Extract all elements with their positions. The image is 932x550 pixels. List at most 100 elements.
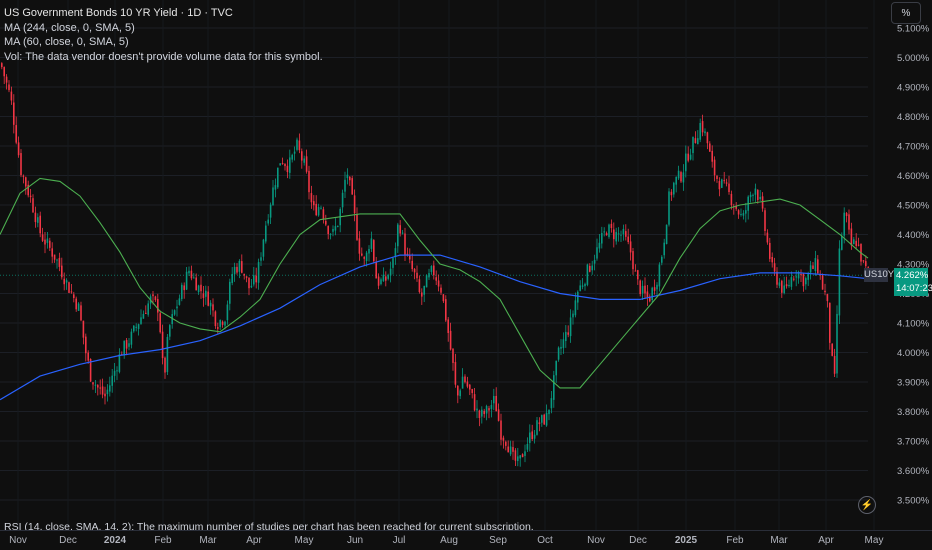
pane-divider[interactable] bbox=[0, 530, 932, 531]
candle-body bbox=[353, 195, 356, 214]
candle-body bbox=[521, 454, 524, 458]
candle-body bbox=[485, 406, 488, 414]
candle-body bbox=[685, 153, 687, 172]
candle-body bbox=[135, 326, 137, 328]
x-tick-label: 2024 bbox=[104, 535, 127, 546]
candle-body bbox=[757, 190, 759, 200]
candle-body bbox=[433, 265, 435, 276]
candle-body bbox=[3, 67, 5, 77]
candle-body bbox=[742, 213, 745, 216]
volume-legend: Vol: The data vendor doesn't provide vol… bbox=[4, 50, 323, 63]
candle-body bbox=[658, 264, 661, 287]
candle-body bbox=[154, 296, 157, 301]
candle-body bbox=[344, 179, 346, 192]
candle-body bbox=[687, 153, 689, 161]
y-tick-label: 4.800% bbox=[897, 112, 930, 123]
candle-body bbox=[488, 408, 490, 411]
candle-body bbox=[147, 303, 149, 315]
candle-body bbox=[267, 219, 269, 224]
candle-body bbox=[301, 151, 303, 161]
candle-body bbox=[675, 176, 677, 185]
candle-body bbox=[593, 260, 596, 264]
candle-body bbox=[572, 313, 574, 318]
candle-body bbox=[565, 331, 567, 342]
candle-body bbox=[161, 331, 164, 359]
candle-body bbox=[428, 273, 430, 278]
candle-body bbox=[241, 261, 243, 273]
candle-body bbox=[181, 284, 183, 300]
candle-body bbox=[507, 446, 509, 453]
candle-body bbox=[500, 420, 502, 440]
candle-body bbox=[277, 167, 279, 188]
candle-body bbox=[848, 214, 850, 230]
candle-body bbox=[334, 226, 337, 231]
candle-body bbox=[560, 346, 562, 349]
chart-legend: US Government Bonds 10 YR Yield · 1D · T… bbox=[4, 6, 323, 64]
symbol-title[interactable]: US Government Bonds 10 YR Yield · 1D · T… bbox=[4, 7, 233, 19]
candle-body bbox=[862, 260, 865, 262]
candle-body bbox=[620, 234, 622, 236]
candle-body bbox=[517, 456, 519, 462]
candle-body bbox=[41, 234, 44, 241]
candle-body bbox=[490, 405, 493, 410]
x-axis[interactable]: Nov Dec 2024 Feb Mar Apr May Jun Jul Aug Sep Oct Nov… bbox=[9, 535, 883, 546]
candle-body bbox=[101, 386, 104, 395]
candle-body bbox=[80, 305, 82, 321]
candle-body bbox=[377, 276, 380, 286]
candle-body bbox=[356, 214, 358, 240]
candle-body bbox=[269, 204, 272, 218]
candle-body bbox=[349, 176, 351, 181]
candle-body bbox=[749, 194, 752, 198]
candle-body bbox=[737, 210, 740, 215]
candle-body bbox=[555, 360, 557, 376]
candle-body bbox=[92, 382, 94, 385]
candle-body bbox=[797, 271, 800, 279]
x-tick-label: Feb bbox=[726, 535, 744, 546]
candle-body bbox=[49, 240, 51, 248]
candle-body bbox=[341, 192, 344, 208]
candle-body bbox=[821, 275, 824, 290]
lightning-icon[interactable]: ⚡ bbox=[858, 496, 876, 514]
ma-244-legend[interactable]: MA (244, close, 0, SMA, 5) bbox=[4, 21, 135, 34]
x-tick-label: Feb bbox=[154, 535, 172, 546]
candle-body bbox=[692, 136, 694, 154]
candle-body bbox=[53, 254, 56, 260]
candle-body bbox=[483, 410, 485, 415]
y-tick-label: 4.600% bbox=[897, 171, 930, 182]
candle-body bbox=[320, 207, 322, 209]
candle-body bbox=[836, 313, 838, 374]
candle-body bbox=[603, 231, 605, 233]
y-axis[interactable]: 5.100% 5.000% 4.900% 4.800% 4.700% 4.600% 4.50… bbox=[897, 24, 930, 507]
candle-body bbox=[634, 270, 637, 272]
candle-body bbox=[740, 214, 742, 216]
candle-body bbox=[591, 265, 593, 271]
candle-body bbox=[173, 310, 176, 315]
candle-body bbox=[10, 91, 13, 101]
candle-body bbox=[538, 422, 541, 425]
candle-body bbox=[255, 275, 257, 283]
candle-body bbox=[257, 262, 260, 283]
ma-60-legend[interactable]: MA (60, close, 0, SMA, 5) bbox=[4, 36, 129, 48]
candle-body bbox=[394, 248, 397, 257]
candle-body bbox=[262, 239, 265, 257]
candle-body bbox=[817, 259, 819, 274]
candle-body bbox=[190, 270, 193, 279]
candle-body bbox=[392, 258, 394, 268]
candle-body bbox=[437, 280, 440, 287]
candle-body bbox=[526, 443, 529, 450]
candle-body bbox=[351, 178, 353, 195]
rsi-study-note: RSI (14, close, SMA, 14, 2): The maximum… bbox=[4, 521, 534, 530]
candle-body bbox=[37, 217, 39, 223]
candle-body bbox=[221, 321, 224, 325]
x-tick-label: 2025 bbox=[675, 535, 698, 546]
percent-scale-button[interactable]: % bbox=[891, 2, 921, 24]
y-tick-label: 3.500% bbox=[897, 496, 930, 507]
x-tick-label: Apr bbox=[818, 535, 834, 546]
candle-body bbox=[495, 395, 497, 412]
candle-body bbox=[183, 285, 185, 291]
x-tick-label: Nov bbox=[9, 535, 27, 546]
candle-body bbox=[152, 294, 154, 297]
candle-body bbox=[855, 240, 857, 246]
candle-body bbox=[665, 224, 668, 245]
